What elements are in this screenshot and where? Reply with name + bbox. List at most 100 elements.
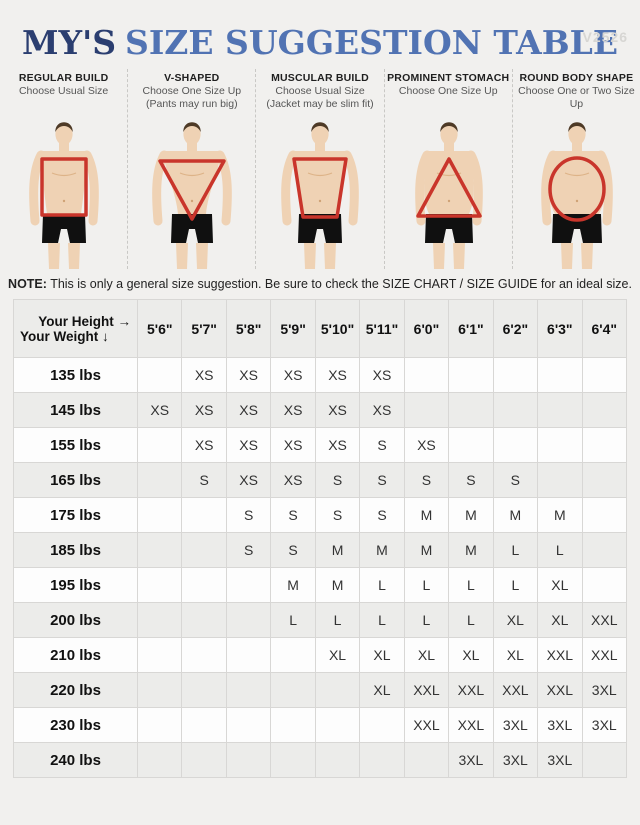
size-cell: XL	[448, 637, 494, 673]
weight-label: 175 lbs	[13, 497, 138, 533]
size-cell: M	[448, 532, 494, 568]
size-cell: 3XL	[581, 672, 628, 708]
size-cell	[225, 672, 272, 708]
height-header: 5'8"	[225, 299, 272, 358]
height-header: 5'11"	[359, 299, 405, 358]
weight-label: 135 lbs	[13, 357, 138, 393]
size-cell	[403, 357, 450, 393]
weight-label: 210 lbs	[13, 637, 138, 673]
weight-label: 145 lbs	[13, 392, 138, 428]
size-table-head: Your Height → Your Weight ↓ 5'6" 5'7" 5'8" 5'…	[13, 299, 628, 358]
body-type-name: MUSCULAR BUILD	[271, 72, 369, 84]
body-type-name: PROMINENT STOMACH	[387, 72, 510, 84]
size-cell: XXL	[403, 672, 450, 708]
size-cell: XL	[314, 637, 361, 673]
size-cell	[136, 532, 183, 568]
weight-label: 220 lbs	[13, 672, 138, 708]
size-cell: S	[492, 462, 539, 498]
body-type-name: ROUND BODY SHAPE	[519, 72, 634, 84]
height-header: 5'6"	[136, 299, 183, 358]
body-type-text: PROMINENT STOMACH Choose One Size Up	[385, 69, 512, 117]
size-cell: XS	[270, 357, 316, 393]
body-type-column: V-SHAPED Choose One Size Up (Pants may run…	[128, 69, 257, 269]
weight-label: 165 lbs	[13, 462, 138, 498]
size-cell: L	[270, 602, 316, 638]
body-type-subtitle: (Pants may run big)	[145, 98, 238, 110]
size-cell	[181, 707, 227, 743]
weight-label: 155 lbs	[13, 427, 138, 463]
size-cell	[225, 567, 272, 603]
size-cell: S	[403, 462, 450, 498]
size-cell	[581, 462, 628, 498]
size-cell: L	[492, 567, 539, 603]
body-type-text: V-SHAPED Choose One Size Up (Pants may run…	[128, 69, 255, 117]
size-cell: XS	[225, 462, 272, 498]
table-row: 200 lbs L L L L L XL XL XXL	[13, 602, 628, 638]
size-cell	[181, 567, 227, 603]
size-cell: M	[492, 497, 539, 533]
size-cell	[181, 532, 227, 568]
table-row: 135 lbs XS XS XS XS XS	[13, 357, 628, 393]
size-cell: XXL	[448, 707, 494, 743]
page-title: MY'S SIZE SUGGESTION TABLE	[0, 25, 640, 61]
body-type-text: MUSCULAR BUILD Choose Usual Size (Jacket m…	[256, 69, 383, 117]
weight-label: 185 lbs	[13, 532, 138, 568]
table-row: 155 lbs XS XS XS XS S XS	[13, 427, 628, 463]
size-cell	[136, 462, 183, 498]
size-cell	[225, 637, 272, 673]
body-type-subtitle: Choose One or Two Size Up	[518, 85, 635, 110]
size-cell: XXL	[581, 602, 628, 638]
size-table-wrap: Your Height → Your Weight ↓ 5'6" 5'7" 5'8" 5'…	[13, 299, 628, 778]
size-cell: XS	[136, 392, 183, 428]
table-row: 165 lbs S XS XS S S S S S	[13, 462, 628, 498]
table-row: 220 lbs XL XXL XXL XXL XXL 3XL	[13, 672, 628, 708]
size-cell	[136, 637, 183, 673]
size-cell	[448, 357, 494, 393]
size-cell	[225, 742, 272, 778]
size-cell	[270, 672, 316, 708]
note-body: This is only a general size suggestion. …	[50, 277, 632, 291]
body-type-subtitle: Choose One Size Up	[142, 85, 242, 97]
size-cell	[537, 462, 583, 498]
size-cell: L	[403, 602, 450, 638]
size-cell: 3XL	[581, 707, 628, 743]
table-row: 175 lbs S S S S M M M M	[13, 497, 628, 533]
size-cell: S	[181, 462, 227, 498]
brand-name: MY'S	[22, 23, 117, 62]
size-cell: XS	[314, 427, 361, 463]
height-header: 5'9"	[270, 299, 316, 358]
size-cell: S	[314, 462, 361, 498]
size-cell	[581, 427, 628, 463]
size-cell: S	[314, 497, 361, 533]
size-cell	[136, 672, 183, 708]
size-cell: S	[270, 497, 316, 533]
size-cell	[314, 672, 361, 708]
size-cell	[537, 392, 583, 428]
size-cell	[136, 567, 183, 603]
size-cell: M	[359, 532, 405, 568]
version-label: V2526	[582, 29, 628, 45]
size-cell: M	[314, 532, 361, 568]
size-cell: S	[225, 532, 272, 568]
size-cell: S	[359, 462, 405, 498]
body-types-row: REGULAR BUILD Choose Usual Size V-SHAPED C…	[0, 69, 640, 269]
corner-height-label: Your Height →	[38, 313, 131, 329]
body-type-text: REGULAR BUILD Choose Usual Size	[0, 69, 127, 117]
size-cell	[581, 567, 628, 603]
size-cell: XS	[225, 357, 272, 393]
size-cell	[181, 672, 227, 708]
size-cell	[270, 707, 316, 743]
height-header: 6'1"	[448, 299, 494, 358]
size-cell	[448, 392, 494, 428]
size-cell: S	[448, 462, 494, 498]
size-cell	[181, 742, 227, 778]
size-cell: M	[314, 567, 361, 603]
size-cell	[537, 357, 583, 393]
table-row: 145 lbs XS XS XS XS XS XS	[13, 392, 628, 428]
size-cell: XS	[359, 357, 405, 393]
size-cell: L	[448, 567, 494, 603]
table-row: 210 lbs XL XL XL XL XL XXL XXL	[13, 637, 628, 673]
body-type-column: REGULAR BUILD Choose Usual Size	[0, 69, 129, 269]
size-cell: 3XL	[492, 707, 539, 743]
body-type-name: REGULAR BUILD	[18, 72, 109, 84]
